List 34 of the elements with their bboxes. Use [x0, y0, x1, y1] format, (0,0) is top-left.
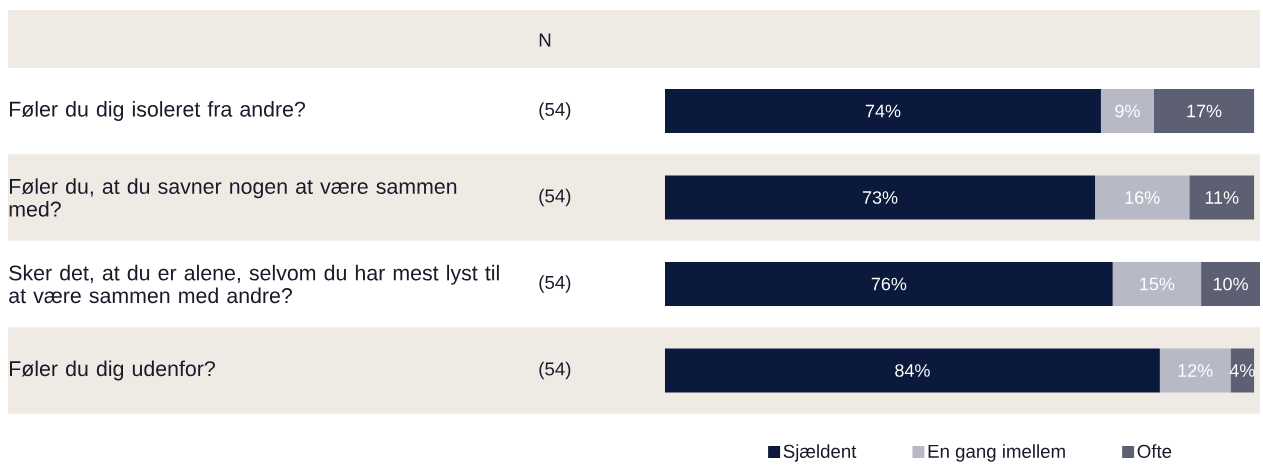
text: (54)	[539, 102, 571, 120]
text: (54)	[539, 275, 571, 293]
data-label: 11%	[1205, 191, 1239, 204]
bar	[1112, 262, 1202, 307]
bar	[665, 262, 1113, 307]
bar	[1159, 348, 1231, 393]
data-label: 16%	[1125, 191, 1160, 204]
bar	[1095, 175, 1190, 220]
y-tick-label: Føler du dig isoleret fra andre?	[10, 101, 306, 121]
bar	[665, 348, 1160, 393]
data-label: 73%	[862, 191, 898, 204]
bar	[1201, 262, 1260, 307]
y-tick-label: Føler du dig udenfor?	[10, 360, 215, 381]
data-label: 12%	[1178, 364, 1213, 377]
data-label: 84%	[895, 364, 930, 377]
data-label: 10%	[1213, 277, 1248, 291]
bar	[1100, 89, 1154, 134]
text: (54)	[539, 188, 571, 207]
data-label: 17%	[1187, 104, 1222, 118]
bar	[665, 89, 1101, 134]
text: N	[539, 33, 551, 47]
data-label: 9%	[1115, 104, 1140, 118]
text: (54)	[539, 361, 571, 380]
legend-label: Sjældent	[783, 444, 857, 462]
bar	[1189, 175, 1255, 220]
y-tick-label: Føler du, at du savner nogen at være sammen med?	[9, 178, 457, 217]
data-label: 76%	[871, 277, 907, 291]
bar	[1153, 89, 1255, 134]
y-tick-label: Sker det, at du er alene, selvom du har mest lyst til at være sammen med andre?	[9, 264, 499, 304]
legend-label: Ofte	[1137, 444, 1172, 458]
legend-label: En gang imellem	[928, 444, 1065, 462]
bar	[665, 175, 1096, 220]
data-label: 74%	[865, 104, 901, 118]
data-label: 15%	[1140, 277, 1175, 291]
